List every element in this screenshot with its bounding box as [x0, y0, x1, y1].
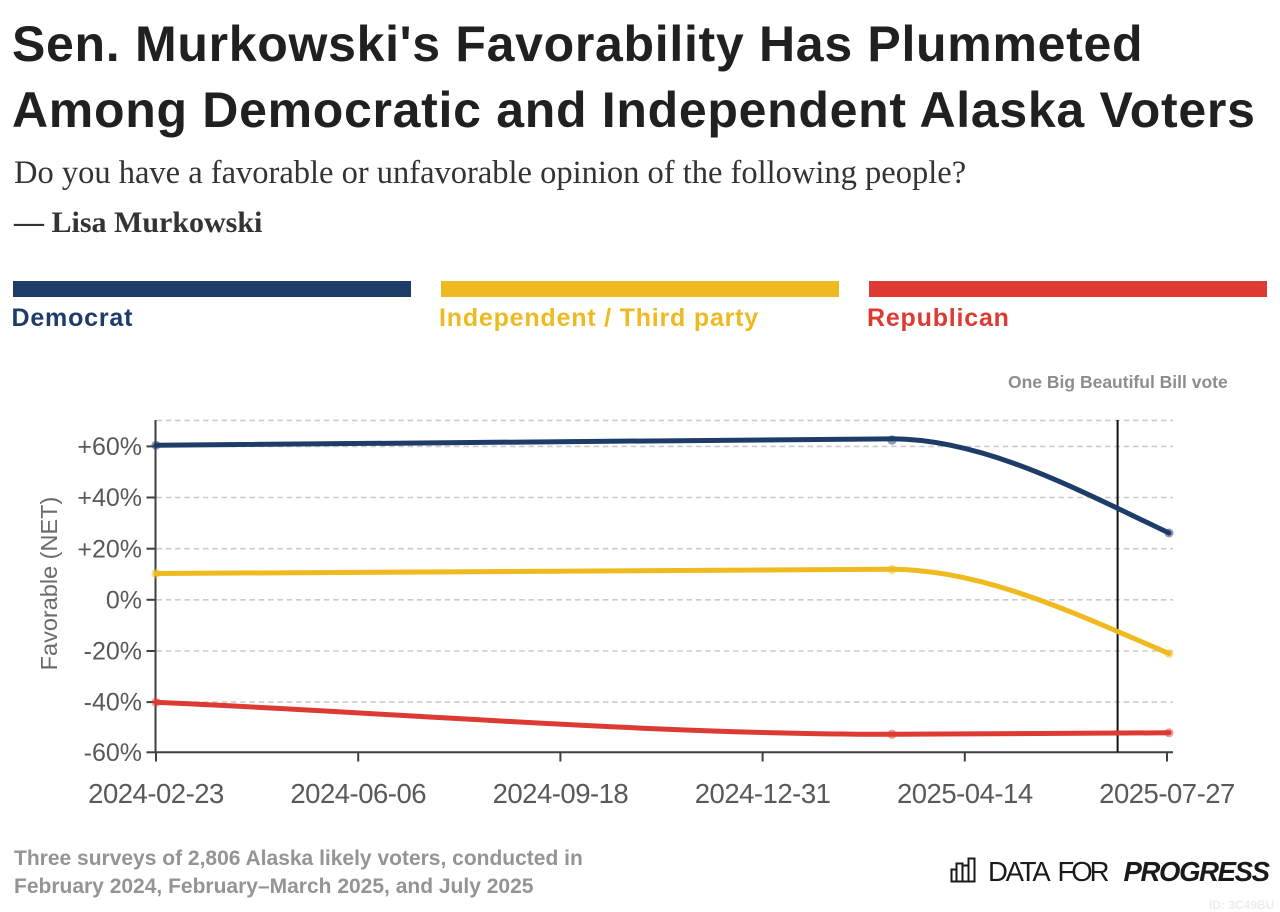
svg-text:Favorable (NET): Favorable (NET) [36, 497, 62, 671]
svg-text:2024-12-31: 2024-12-31 [695, 778, 831, 809]
svg-text:2024-02-23: 2024-02-23 [88, 778, 224, 809]
svg-text:+60%: +60% [77, 433, 142, 461]
svg-text:2024-06-06: 2024-06-06 [290, 778, 426, 809]
svg-text:-40%: -40% [84, 689, 142, 717]
svg-text:-60%: -60% [84, 739, 142, 767]
svg-text:-20%: -20% [84, 638, 142, 666]
svg-text:2025-04-14: 2025-04-14 [897, 778, 1033, 809]
svg-text:2025-07-27: 2025-07-27 [1099, 778, 1235, 809]
svg-text:+20%: +20% [77, 535, 142, 563]
svg-text:0%: 0% [106, 586, 142, 614]
svg-text:+40%: +40% [77, 484, 142, 512]
svg-text:2024-09-18: 2024-09-18 [493, 778, 629, 809]
